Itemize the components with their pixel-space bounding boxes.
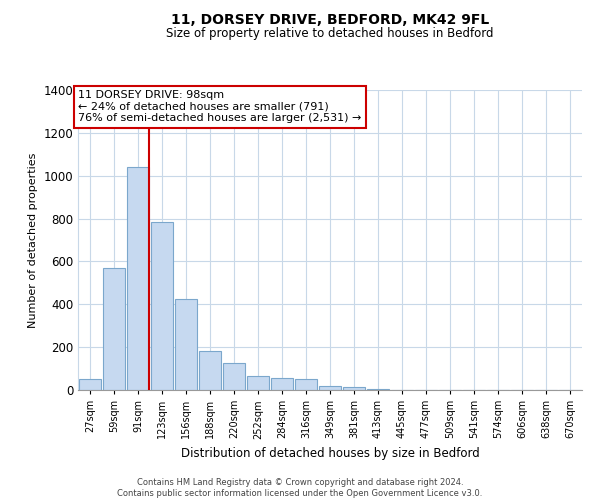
Bar — [343, 387, 365, 390]
Bar — [103, 268, 125, 390]
Bar — [271, 378, 293, 390]
Bar — [175, 299, 197, 390]
Bar — [295, 380, 317, 390]
Bar — [79, 380, 101, 390]
X-axis label: Distribution of detached houses by size in Bedford: Distribution of detached houses by size … — [181, 447, 479, 460]
Text: Contains HM Land Registry data © Crown copyright and database right 2024.
Contai: Contains HM Land Registry data © Crown c… — [118, 478, 482, 498]
Bar — [127, 167, 149, 390]
Text: 11 DORSEY DRIVE: 98sqm
← 24% of detached houses are smaller (791)
76% of semi-de: 11 DORSEY DRIVE: 98sqm ← 24% of detached… — [78, 90, 361, 123]
Text: Size of property relative to detached houses in Bedford: Size of property relative to detached ho… — [166, 28, 494, 40]
Bar — [247, 376, 269, 390]
Bar — [151, 222, 173, 390]
Bar — [223, 363, 245, 390]
Bar — [319, 386, 341, 390]
Bar — [367, 389, 389, 390]
Bar — [199, 352, 221, 390]
Y-axis label: Number of detached properties: Number of detached properties — [28, 152, 38, 328]
Text: 11, DORSEY DRIVE, BEDFORD, MK42 9FL: 11, DORSEY DRIVE, BEDFORD, MK42 9FL — [171, 12, 489, 26]
